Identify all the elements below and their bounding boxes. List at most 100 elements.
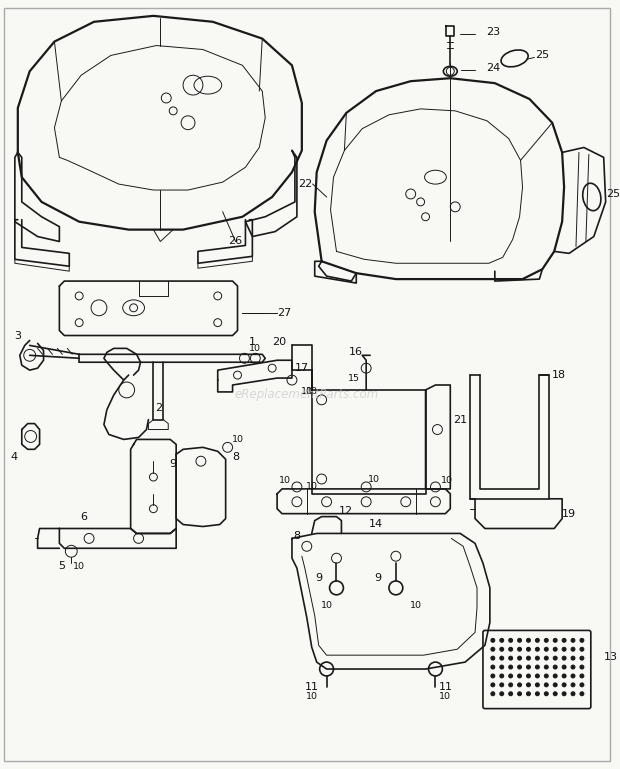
Circle shape — [508, 647, 513, 651]
Text: 10: 10 — [301, 388, 313, 397]
Circle shape — [580, 638, 584, 642]
Circle shape — [508, 638, 513, 642]
Circle shape — [544, 665, 548, 669]
Text: 10: 10 — [368, 474, 380, 484]
Text: 10: 10 — [279, 477, 291, 485]
Circle shape — [500, 647, 503, 651]
Text: 8: 8 — [293, 531, 301, 541]
Circle shape — [508, 683, 513, 687]
Circle shape — [491, 647, 495, 651]
Text: 15: 15 — [348, 374, 360, 382]
Circle shape — [536, 692, 539, 696]
Text: 10: 10 — [306, 482, 317, 491]
Circle shape — [571, 638, 575, 642]
Text: 18: 18 — [552, 370, 566, 380]
Text: 13: 13 — [604, 652, 618, 662]
Text: 16: 16 — [349, 348, 363, 358]
Text: 10: 10 — [306, 388, 317, 397]
Circle shape — [536, 683, 539, 687]
Circle shape — [526, 683, 531, 687]
Circle shape — [562, 674, 566, 678]
Circle shape — [544, 683, 548, 687]
Circle shape — [544, 692, 548, 696]
Circle shape — [491, 638, 495, 642]
Text: 10: 10 — [321, 601, 332, 610]
Circle shape — [571, 683, 575, 687]
Circle shape — [491, 674, 495, 678]
Text: 26: 26 — [229, 237, 242, 247]
Text: 9: 9 — [170, 459, 177, 469]
Circle shape — [553, 674, 557, 678]
Circle shape — [553, 647, 557, 651]
Circle shape — [500, 692, 503, 696]
Text: 8: 8 — [232, 452, 239, 462]
Circle shape — [518, 647, 521, 651]
Text: 10: 10 — [306, 692, 317, 701]
Text: 10: 10 — [73, 561, 85, 571]
Circle shape — [508, 674, 513, 678]
Circle shape — [562, 683, 566, 687]
Circle shape — [562, 647, 566, 651]
Circle shape — [580, 683, 584, 687]
Text: 2: 2 — [155, 403, 162, 413]
Circle shape — [508, 692, 513, 696]
Circle shape — [580, 674, 584, 678]
Circle shape — [544, 674, 548, 678]
Text: 24: 24 — [485, 63, 500, 73]
Circle shape — [571, 692, 575, 696]
Text: 9: 9 — [374, 573, 382, 583]
Circle shape — [500, 638, 503, 642]
Circle shape — [508, 656, 513, 660]
Text: 1: 1 — [249, 338, 256, 348]
Circle shape — [536, 647, 539, 651]
Text: 10: 10 — [440, 692, 451, 701]
Circle shape — [508, 665, 513, 669]
Text: 25: 25 — [535, 51, 549, 61]
Text: 17: 17 — [294, 363, 309, 373]
Text: 10: 10 — [410, 601, 422, 610]
Text: 20: 20 — [272, 338, 286, 348]
Circle shape — [562, 665, 566, 669]
Circle shape — [571, 665, 575, 669]
Circle shape — [544, 638, 548, 642]
Text: 14: 14 — [369, 518, 383, 528]
Circle shape — [580, 692, 584, 696]
Circle shape — [562, 656, 566, 660]
Circle shape — [562, 692, 566, 696]
Circle shape — [526, 674, 531, 678]
Text: 19: 19 — [562, 508, 576, 518]
Text: 10: 10 — [231, 435, 244, 444]
Text: 25: 25 — [606, 189, 620, 199]
Circle shape — [500, 665, 503, 669]
Text: 21: 21 — [453, 414, 467, 424]
Circle shape — [518, 692, 521, 696]
Circle shape — [526, 638, 531, 642]
Circle shape — [544, 656, 548, 660]
Circle shape — [491, 656, 495, 660]
Circle shape — [571, 647, 575, 651]
Text: 4: 4 — [11, 452, 17, 462]
Circle shape — [526, 647, 531, 651]
Circle shape — [518, 656, 521, 660]
Text: 9: 9 — [315, 573, 322, 583]
Circle shape — [536, 638, 539, 642]
Text: 23: 23 — [486, 27, 500, 37]
Text: 3: 3 — [14, 331, 21, 341]
Circle shape — [500, 674, 503, 678]
Circle shape — [536, 665, 539, 669]
Circle shape — [518, 674, 521, 678]
Circle shape — [553, 656, 557, 660]
Text: 10: 10 — [441, 477, 453, 485]
Circle shape — [500, 683, 503, 687]
Circle shape — [553, 665, 557, 669]
Text: 22: 22 — [298, 179, 312, 189]
Circle shape — [500, 656, 503, 660]
Circle shape — [571, 656, 575, 660]
Circle shape — [553, 683, 557, 687]
Circle shape — [518, 683, 521, 687]
Text: 27: 27 — [277, 308, 291, 318]
Text: 5: 5 — [58, 561, 65, 571]
Circle shape — [491, 665, 495, 669]
Text: 11: 11 — [438, 682, 453, 692]
Circle shape — [491, 692, 495, 696]
